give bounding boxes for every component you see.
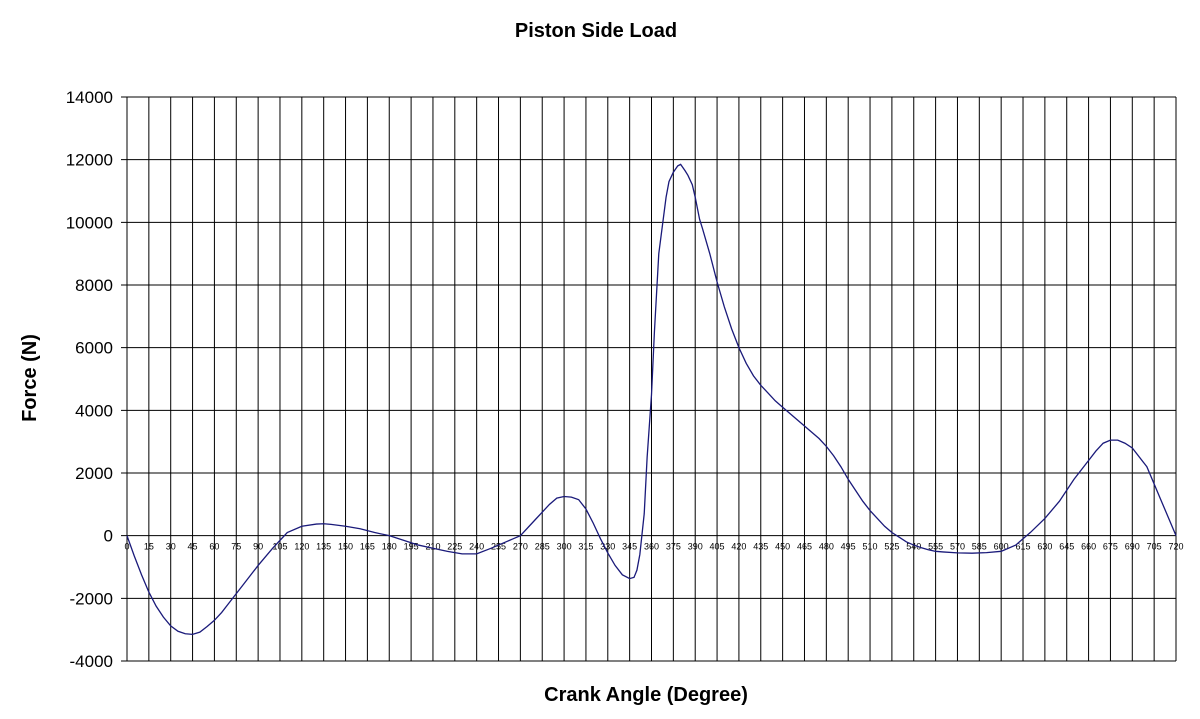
x-tick-label: 75: [231, 542, 241, 552]
x-tick-label: 120: [294, 542, 309, 552]
y-tick-label: 6000: [75, 339, 113, 358]
x-tick-label: 645: [1059, 542, 1074, 552]
x-tick-label: 150: [338, 542, 353, 552]
x-tick-label: 525: [884, 542, 899, 552]
y-tick-label: 2000: [75, 464, 113, 483]
x-tick-label: 270: [513, 542, 528, 552]
x-tick-label: 555: [928, 542, 943, 552]
y-tick-label: 4000: [75, 401, 113, 420]
x-tick-label: 420: [731, 542, 746, 552]
x-tick-label: 570: [950, 542, 965, 552]
x-axis-ticks: 0 15 30 45 60 75 90 105 120 135 150 165 180 195 210 225…: [124, 542, 1183, 552]
x-tick-label: 0: [124, 542, 129, 552]
x-tick-label: 435: [753, 542, 768, 552]
x-tick-label: 705: [1147, 542, 1162, 552]
x-tick-label: 600: [994, 542, 1009, 552]
series-line: [126, 163, 1177, 636]
x-tick-label: 60: [209, 542, 219, 552]
x-tick-label: 465: [797, 542, 812, 552]
x-tick-label: 180: [382, 542, 397, 552]
y-tick-label: 0: [104, 527, 113, 546]
x-tick-label: 585: [972, 542, 987, 552]
x-tick-label: 615: [1016, 542, 1031, 552]
x-tick-label: 15: [144, 542, 154, 552]
x-tick-label: 330: [600, 542, 615, 552]
y-tick-label: 10000: [66, 213, 113, 232]
x-tick-label: 375: [666, 542, 681, 552]
y-tick-label: 12000: [66, 151, 113, 170]
x-tick-label: 345: [622, 542, 637, 552]
x-tick-label: 540: [906, 542, 921, 552]
x-tick-label: 135: [316, 542, 331, 552]
y-tick-label: -4000: [70, 652, 113, 671]
x-tick-label: 450: [775, 542, 790, 552]
x-axis-title: Crank Angle (Degree): [544, 684, 748, 706]
x-tick-label: 105: [272, 542, 287, 552]
x-tick-label: 240: [469, 542, 484, 552]
x-tick-label: 660: [1081, 542, 1096, 552]
x-tick-label: 405: [710, 542, 725, 552]
x-tick-label: 675: [1103, 542, 1118, 552]
x-tick-label: 225: [447, 542, 462, 552]
x-tick-label: 30: [166, 542, 176, 552]
x-tick-label: 195: [404, 542, 419, 552]
x-tick-label: 495: [841, 542, 856, 552]
x-tick-label: 630: [1037, 542, 1052, 552]
grid: [121, 96, 1177, 662]
x-tick-label: 480: [819, 542, 834, 552]
x-tick-label: 285: [535, 542, 550, 552]
chart-title: Piston Side Load: [515, 20, 677, 42]
x-tick-label: 720: [1168, 542, 1183, 552]
x-tick-label: 390: [688, 542, 703, 552]
y-axis-ticks: 14000 12000 10000 8000 6000 4000 2000 0 -2000 -40…: [66, 88, 113, 671]
x-tick-label: 690: [1125, 542, 1140, 552]
x-tick-label: 255: [491, 542, 506, 552]
y-tick-label: 14000: [66, 88, 113, 107]
y-tick-label: -2000: [70, 589, 113, 608]
y-tick-label: 8000: [75, 276, 113, 295]
x-tick-label: 300: [557, 542, 572, 552]
x-tick-label: 210: [425, 542, 440, 552]
x-tick-label: 90: [253, 542, 263, 552]
y-axis-title: Force (N): [19, 334, 41, 422]
x-tick-label: 315: [578, 542, 593, 552]
x-tick-label: 360: [644, 542, 659, 552]
x-tick-label: 165: [360, 542, 375, 552]
x-tick-label: 510: [863, 542, 878, 552]
x-tick-label: 45: [188, 542, 198, 552]
